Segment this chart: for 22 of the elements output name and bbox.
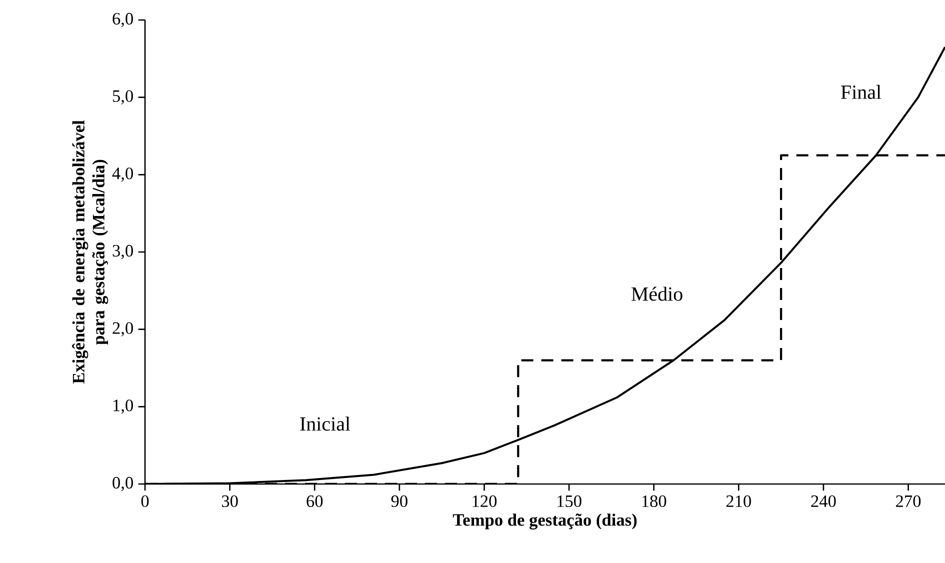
x-tick-label: 240 — [811, 495, 836, 508]
y-tick-label: 3,0 — [112, 244, 133, 260]
x-tick-label: 120 — [472, 495, 497, 508]
y-tick-label: 2,0 — [112, 322, 133, 336]
y-tick-label: 1,0 — [113, 400, 133, 414]
x-axis-title: Tempo de gestação (dias) — [452, 514, 637, 530]
y-axis-title: Exigência de energia metabolizável para gestação (Mcal/dia) — [72, 120, 108, 384]
annotation: Final — [841, 84, 882, 99]
x-tick-label: 180 — [642, 495, 666, 508]
annotation: Inicial — [300, 416, 350, 431]
y-tick-label: 4,0 — [112, 168, 133, 182]
y-tick-label: 0,0 — [112, 476, 133, 492]
y-tick-label: 5,0 — [112, 90, 133, 104]
x-tick-label: 60 — [306, 495, 323, 508]
x-tick-label: 90 — [391, 495, 408, 508]
y-tick-label: 6,0 — [112, 12, 133, 28]
x-tick-label: 150 — [558, 495, 582, 508]
x-tick-label: 210 — [726, 495, 751, 508]
x-tick-label: 30 — [222, 495, 238, 508]
annotation: Médio — [631, 286, 682, 301]
x-tick-label: 0 — [141, 495, 149, 508]
x-tick-label: 270 — [896, 495, 921, 508]
